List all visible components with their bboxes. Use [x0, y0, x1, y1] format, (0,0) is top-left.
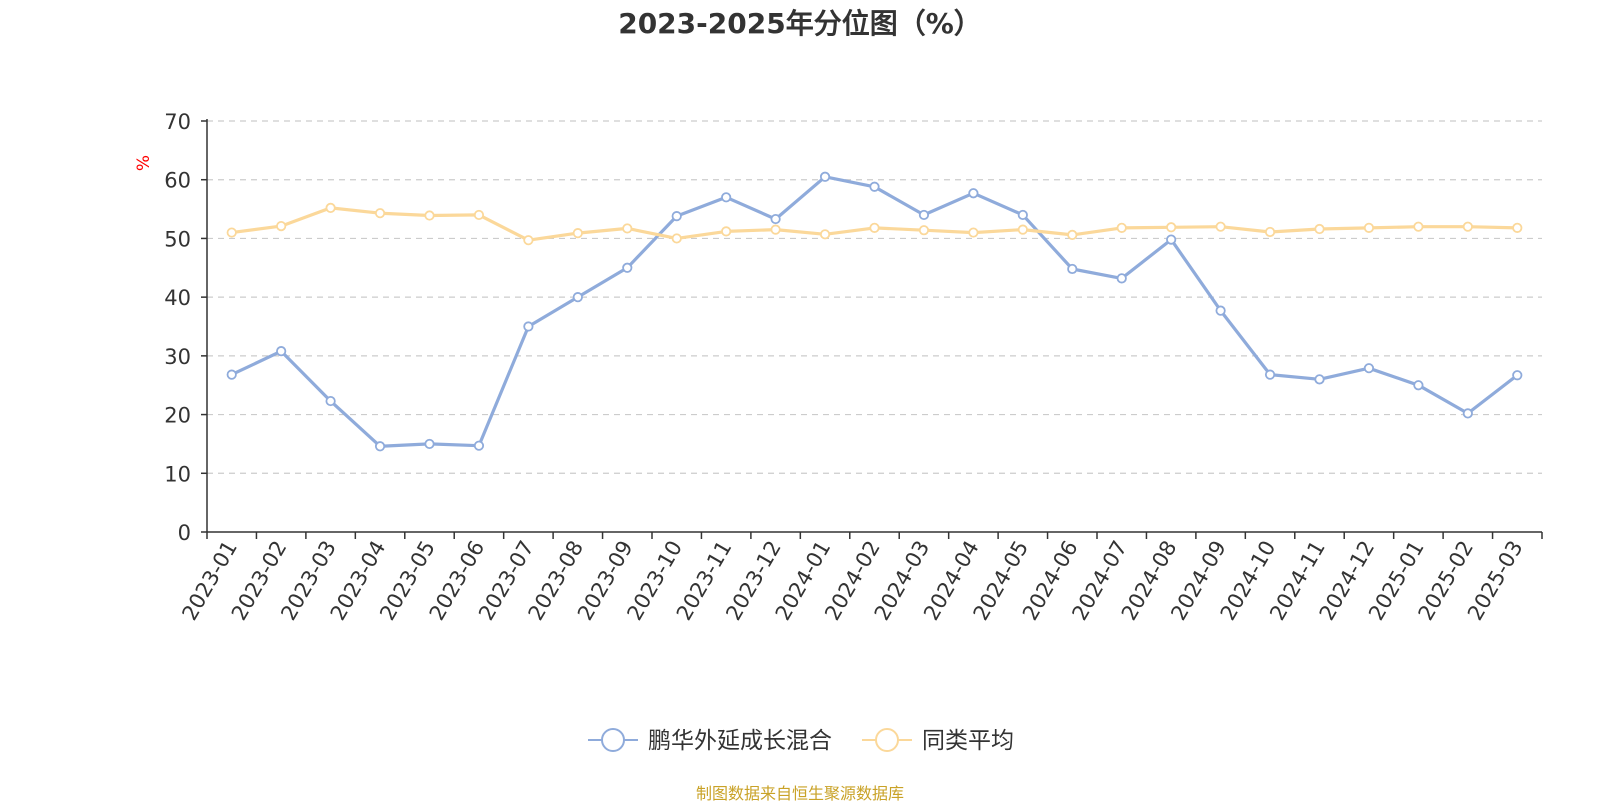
series-line	[230, 175, 1519, 448]
data-point	[671, 211, 682, 222]
series-2	[226, 202, 1523, 246]
data-point	[1512, 222, 1523, 233]
data-point	[968, 227, 979, 238]
data-point	[424, 438, 435, 450]
data-point	[1017, 224, 1028, 235]
data-point	[1413, 221, 1424, 232]
data-point	[424, 210, 435, 221]
data-point	[721, 192, 732, 203]
data-point	[1116, 222, 1127, 233]
y-tick-label: 0	[178, 521, 191, 545]
data-point	[325, 395, 336, 407]
data-point	[1116, 273, 1127, 284]
grid-lines	[207, 120, 1542, 474]
data-point	[1413, 380, 1424, 391]
data-point	[374, 441, 386, 452]
legend-item-2[interactable]: 同类平均	[862, 728, 1014, 754]
data-point	[276, 220, 287, 232]
data-point	[1067, 229, 1078, 241]
data-point	[819, 229, 831, 240]
data-point	[1512, 370, 1523, 381]
data-point	[869, 222, 880, 233]
data-point	[572, 228, 583, 239]
data-point	[770, 224, 781, 235]
data-point	[1314, 374, 1325, 385]
data-point	[1166, 222, 1177, 233]
data-point	[572, 292, 583, 303]
y-tick-label: 30	[164, 345, 191, 369]
legend[interactable]: 鹏华外延成长混合 同类平均	[588, 728, 1014, 754]
data-point	[622, 262, 633, 273]
data-point	[770, 213, 781, 225]
axes: 010203040506070%2023-012023-022023-03202…	[134, 110, 1543, 624]
y-tick-label: 10	[164, 462, 191, 486]
data-point	[374, 208, 386, 219]
data-point	[325, 202, 336, 213]
data-point	[1264, 369, 1276, 380]
data-point	[1067, 263, 1078, 275]
legend-marker	[601, 728, 625, 752]
data-point	[523, 235, 534, 246]
data-point	[1166, 234, 1177, 245]
data-point	[1215, 221, 1226, 232]
source-note: 制图数据来自恒生聚源数据库	[695, 784, 904, 803]
data-point	[523, 321, 534, 332]
legend-label: 同类平均	[922, 728, 1014, 754]
data-point	[473, 209, 485, 221]
data-point	[1264, 226, 1276, 238]
data-point	[622, 223, 633, 234]
data-point	[1462, 408, 1473, 419]
data-point	[918, 209, 930, 221]
chart-title: 2023-2025年分位图（%）	[618, 7, 982, 40]
data-point	[226, 369, 237, 380]
data-point	[671, 233, 682, 244]
y-tick-label: 60	[164, 169, 191, 193]
legend-item-1[interactable]: 鹏华外延成长混合	[588, 728, 832, 754]
y-tick-label: 20	[164, 404, 191, 428]
y-tick-label: 50	[164, 227, 191, 251]
data-point	[1314, 223, 1325, 235]
data-point	[1017, 209, 1028, 221]
data-point	[226, 227, 237, 238]
y-tick-label: 70	[164, 110, 191, 134]
data-point	[819, 171, 831, 182]
y-tick-label: 40	[164, 286, 191, 310]
data-point	[1462, 221, 1473, 232]
data-point	[968, 188, 979, 199]
series-1	[226, 171, 1523, 452]
data-point	[1215, 305, 1226, 316]
data-point	[1363, 222, 1375, 233]
data-point	[869, 181, 880, 192]
data-point	[473, 440, 485, 451]
legend-label: 鹏华外延成长混合	[648, 728, 832, 754]
data-point	[721, 226, 732, 237]
data-point	[1363, 363, 1375, 374]
y-axis-label: %	[134, 155, 154, 171]
data-point	[918, 225, 930, 236]
legend-marker	[875, 728, 899, 752]
series-layer	[226, 171, 1523, 452]
data-point	[276, 346, 287, 357]
